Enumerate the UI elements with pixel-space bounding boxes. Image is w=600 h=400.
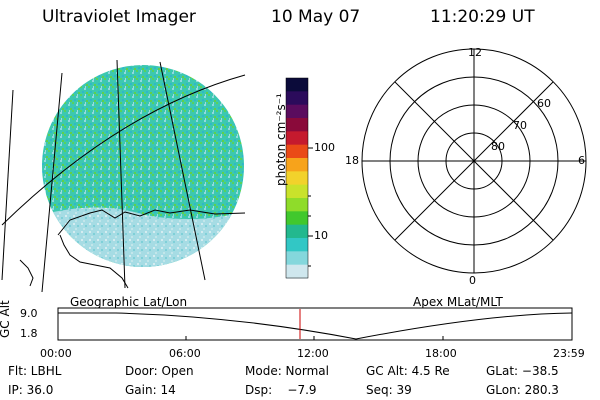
color-scale-segment [286,91,308,106]
footer-mode: Mode: Normal [245,364,329,378]
footer-ip: IP: 36.0 [8,383,54,397]
timeline-ytick-1-8: 1.8 [20,327,38,340]
instrument-title: Ultraviolet Imager [42,7,196,27]
color-scale-segment [286,251,308,266]
magnetic-polar-plot [361,48,587,274]
longitude-grid [1,59,246,293]
timeline-xtick-06: 06:00 [169,347,201,360]
timeline-axis-label: GC Alt [0,300,12,338]
color-scale-segment [286,118,308,132]
color-scale-segment [286,264,308,279]
date-label: 10 May 07 [271,7,361,27]
time-label: 11:20:29 UT [430,7,535,27]
footer-seq: Seq: 39 [366,383,412,397]
footer-dsp: Dsp: −7.9 [245,383,317,397]
color-scale-segment [286,144,308,159]
color-scale-segment [286,78,308,92]
color-scale-segment [286,158,308,172]
apex-label: Apex MLat/MLT [413,295,503,309]
footer-glat: GLat: −38.5 [486,364,559,378]
earth-disk [42,65,244,267]
color-scale-segment [286,104,308,119]
color-scale-segment [286,211,308,226]
color-scale [285,77,313,279]
color-scale-segment [286,184,308,199]
mlt-label-18: 18 [345,154,359,167]
footer-gain: Gain: 14 [125,383,176,397]
altitude-timeline [57,307,573,341]
timeline-xtick-18: 18:00 [425,347,457,360]
mlat-label-60: 60 [537,97,551,110]
footer-filter: Flt: LBHL [8,364,62,378]
coastline [19,209,246,289]
timeline-xtick-00: 00:00 [40,347,72,360]
geographic-image-panel [1,59,246,293]
color-scale-segment [286,224,308,239]
footer-glon: GLon: 280.3 [486,383,559,397]
footer-gc-alt: GC Alt: 4.5 Re [366,364,450,378]
mlt-label-0: 0 [469,274,476,287]
altitude-curve [58,312,573,340]
color-scale-segment [286,198,308,212]
color-scale-bar [286,78,308,279]
color-scale-segment [286,131,308,146]
timeline-xtick-2359: 23:59 [553,347,585,360]
colorbar-tick-100: 100 [314,141,335,154]
colorbar-tick-10: 10 [314,229,328,242]
mlat-label-70: 70 [513,119,527,132]
geographic-label: Geographic Lat/Lon [70,295,188,309]
timeline-xtick-12: 12:00 [297,347,329,360]
color-scale-segment [286,238,308,252]
timeline-ytick-9: 9.0 [20,307,38,320]
mlt-label-12: 12 [468,46,482,59]
mlat-label-80: 80 [491,140,505,153]
footer-door: Door: Open [125,364,194,378]
color-scale-segment [286,171,308,186]
mlt-label-6: 6 [578,154,585,167]
colorbar-unit-label: photon cm⁻²s⁻¹ [274,93,288,186]
